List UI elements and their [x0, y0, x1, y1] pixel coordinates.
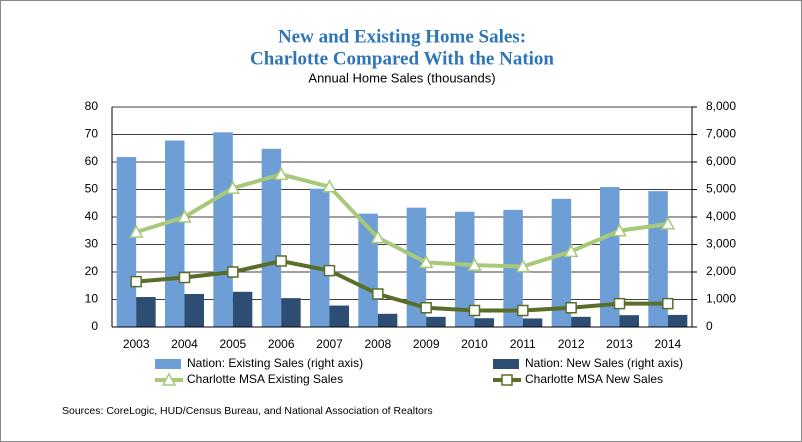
- marker: [612, 223, 627, 237]
- x-tick-label: 2013: [606, 337, 633, 351]
- y2-tick-label: 8,000: [706, 99, 736, 113]
- bar: [136, 297, 156, 327]
- y2-tick-label: 4,000: [706, 209, 736, 223]
- x-tick-label: 2011: [510, 337, 536, 351]
- y-tick-label: 0: [91, 319, 98, 333]
- bar: [213, 132, 233, 327]
- bar: [358, 213, 378, 327]
- marker: [275, 255, 287, 267]
- bar: [571, 316, 591, 327]
- marker: [227, 266, 239, 278]
- y-tick-label: 60: [85, 154, 99, 168]
- bar: [165, 140, 185, 327]
- source-note: Sources: CoreLogic, HUD/Census Bureau, a…: [62, 405, 433, 417]
- y2-tick-label: 0: [706, 319, 713, 333]
- bar: [116, 157, 137, 327]
- legend-swatch: [155, 359, 181, 369]
- bar: [619, 315, 639, 327]
- marker: [565, 302, 577, 314]
- bar: [232, 291, 253, 327]
- x-tick-label: 2003: [123, 337, 150, 351]
- marker: [225, 180, 241, 194]
- marker: [273, 166, 289, 181]
- x-tick-label: 2004: [171, 337, 198, 351]
- marker: [662, 297, 674, 310]
- marker: [161, 372, 177, 386]
- bar: [426, 316, 446, 327]
- y-tick-label: 40: [85, 209, 99, 223]
- bar: [455, 211, 475, 327]
- y2-tick-label: 5,000: [706, 182, 736, 196]
- marker: [660, 216, 676, 230]
- y2-tick-label: 3,000: [706, 237, 736, 251]
- bar: [474, 318, 494, 327]
- marker: [322, 179, 337, 193]
- marker: [177, 209, 192, 223]
- bar: [310, 188, 330, 327]
- marker: [370, 230, 386, 244]
- y2-tick-label: 7,000: [706, 127, 736, 141]
- marker: [515, 258, 531, 273]
- legend-label: Nation: Existing Sales (right axis): [187, 356, 363, 370]
- y2-tick-label: 1,000: [706, 292, 736, 306]
- y-tick-label: 20: [85, 264, 99, 278]
- bar: [551, 198, 572, 327]
- y-tick-label: 50: [85, 182, 99, 196]
- chart-subtitle: Annual Home Sales (thousands): [308, 70, 495, 85]
- bar: [184, 294, 204, 327]
- marker: [372, 288, 384, 300]
- legend-label: Charlotte MSA Existing Sales: [187, 372, 343, 386]
- bar: [281, 298, 301, 327]
- marker: [128, 224, 144, 238]
- legend-label: Charlotte MSA New Sales: [525, 372, 663, 386]
- x-tick-label: 2010: [461, 337, 488, 351]
- marker: [467, 257, 482, 271]
- marker: [178, 271, 191, 284]
- y-tick-label: 70: [85, 127, 99, 141]
- chart-title: Charlotte Compared With the Nation: [250, 48, 554, 69]
- bar: [600, 187, 620, 327]
- marker: [501, 374, 513, 386]
- x-tick-label: 2007: [316, 337, 343, 351]
- bar: [377, 313, 398, 327]
- bar: [522, 318, 543, 327]
- bar: [406, 207, 427, 327]
- x-tick-label: 2009: [413, 337, 440, 351]
- marker: [323, 264, 336, 277]
- bar: [667, 314, 688, 327]
- marker: [468, 304, 481, 317]
- chart-title: New and Existing Home Sales:: [278, 26, 526, 47]
- y2-tick-label: 6,000: [706, 154, 736, 168]
- bar: [329, 305, 349, 327]
- marker: [418, 254, 434, 269]
- marker: [613, 297, 626, 310]
- marker: [420, 302, 432, 314]
- legend-swatch: [493, 359, 519, 369]
- x-tick-label: 2005: [219, 337, 246, 351]
- y-tick-label: 10: [85, 292, 99, 306]
- bar: [503, 209, 523, 327]
- x-tick-label: 2012: [558, 337, 585, 351]
- line: [135, 258, 668, 313]
- legend-label: Nation: New Sales (right axis): [525, 356, 683, 370]
- x-tick-label: 2006: [268, 337, 295, 351]
- bar: [261, 148, 282, 327]
- marker: [517, 304, 529, 317]
- marker: [563, 243, 579, 258]
- y2-tick-label: 2,000: [706, 264, 736, 278]
- y-tick-label: 30: [85, 237, 99, 251]
- marker: [130, 275, 142, 288]
- x-tick-label: 2014: [654, 337, 681, 351]
- line: [135, 172, 669, 269]
- y-tick-label: 80: [85, 99, 99, 113]
- x-tick-label: 2008: [364, 337, 391, 351]
